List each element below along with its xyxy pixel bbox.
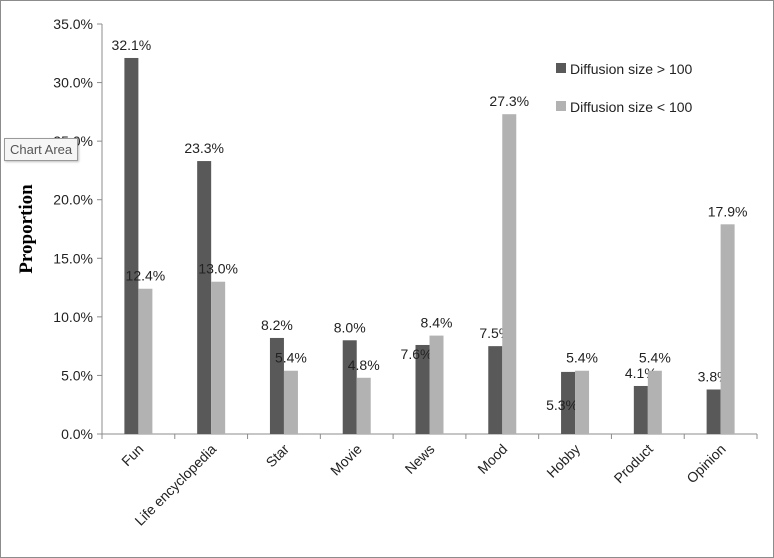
bar-size-lt-100 <box>502 114 517 434</box>
y-tick-label: 0.0% <box>61 426 93 442</box>
x-tick-label: Fun <box>118 441 146 469</box>
bar-size-gt-100 <box>488 346 503 434</box>
chart-area-tooltip: Chart Area <box>4 138 79 161</box>
data-label: 5.4% <box>566 350 598 366</box>
legend-swatch <box>556 101 566 111</box>
legend-label: Diffusion size > 100 <box>570 61 693 77</box>
data-label: 4.8% <box>348 357 380 373</box>
bar-size-lt-100 <box>356 377 371 434</box>
data-label: 27.3% <box>489 93 529 109</box>
y-axis-title: Proportion <box>16 184 37 274</box>
bar-size-lt-100 <box>138 288 153 434</box>
bar-size-gt-100 <box>124 57 139 434</box>
bar-size-gt-100 <box>633 385 648 434</box>
bar-size-lt-100 <box>647 370 662 434</box>
x-tick-label: Opinion <box>683 441 728 486</box>
x-tick-label: Movie <box>327 441 365 479</box>
data-label: 8.4% <box>421 315 453 331</box>
y-tick-label: 15.0% <box>53 250 93 266</box>
data-label: 7.6% <box>401 346 433 362</box>
x-tick-label: Mood <box>474 441 510 477</box>
data-label: 8.0% <box>334 319 366 335</box>
data-label: 5.4% <box>639 350 671 366</box>
bar-size-lt-100 <box>720 224 735 434</box>
data-label: 32.1% <box>112 37 152 53</box>
y-tick-label: 30.0% <box>53 75 93 91</box>
x-tick-label: Hobby <box>543 441 583 481</box>
bar-size-gt-100 <box>561 371 576 434</box>
y-tick-label: 10.0% <box>53 309 93 325</box>
y-tick-label: 20.0% <box>53 192 93 208</box>
x-tick-label: Product <box>611 441 657 487</box>
data-label: 12.4% <box>126 268 166 284</box>
bar-size-gt-100 <box>269 337 284 434</box>
x-tick-label: News <box>402 441 438 477</box>
data-label: 5.4% <box>275 350 307 366</box>
data-label: 23.3% <box>184 140 224 156</box>
bar-size-lt-100 <box>429 335 444 434</box>
data-label: 17.9% <box>708 203 748 219</box>
bar-size-lt-100 <box>283 370 298 434</box>
x-tick-label: Star <box>263 441 293 471</box>
bar-size-gt-100 <box>415 344 430 434</box>
y-tick-label: 35.0% <box>53 16 93 32</box>
bar-size-gt-100 <box>197 161 212 435</box>
bar-size-lt-100 <box>575 370 590 434</box>
bar-size-lt-100 <box>211 281 226 434</box>
bar-size-gt-100 <box>706 389 721 434</box>
data-label: 8.2% <box>261 317 293 333</box>
y-tick-label: 5.0% <box>61 367 93 383</box>
legend-label: Diffusion size < 100 <box>570 99 693 115</box>
data-label: 5.3% <box>546 397 578 413</box>
data-label: 13.0% <box>198 261 238 277</box>
legend-swatch <box>556 63 566 73</box>
bar-size-gt-100 <box>342 340 357 434</box>
